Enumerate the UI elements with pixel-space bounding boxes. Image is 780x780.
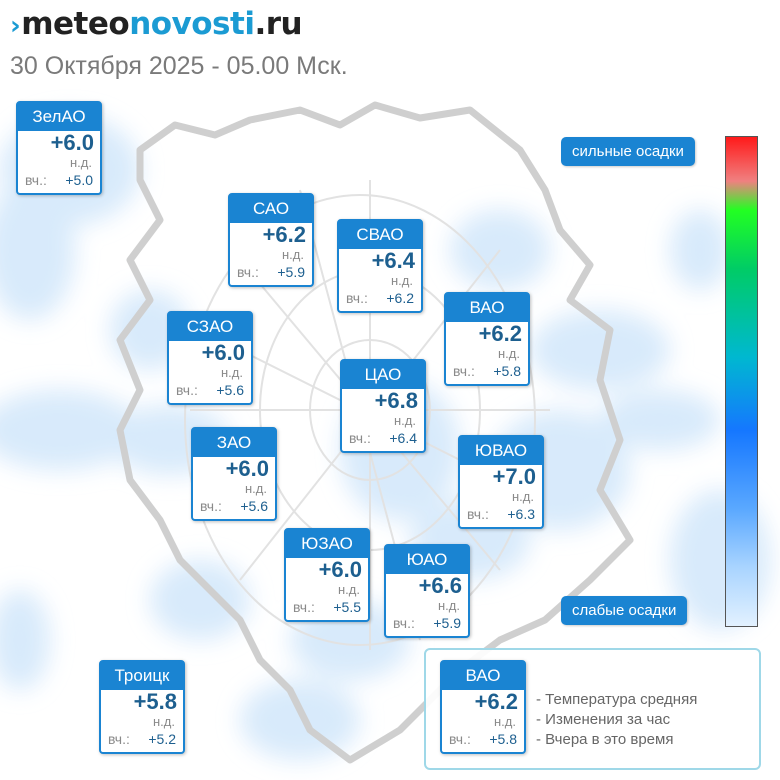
site-logo[interactable]: ›meteonovosti.ru xyxy=(10,6,303,42)
district-name: ЗАО xyxy=(193,429,275,457)
district-change: н.д. xyxy=(221,365,243,380)
district-change: н.д. xyxy=(498,346,520,361)
district-card-yuvao: ЮВАО +7.0 н.д. вч.: +6.3 xyxy=(458,435,544,529)
district-temp: +6.0 xyxy=(318,557,362,582)
district-name: ВАО xyxy=(446,294,528,322)
legend-line-change: - Изменения за час xyxy=(536,711,671,728)
district-card-cao: ЦАО +6.8 н.д. вч.: +6.4 xyxy=(340,359,426,453)
district-change: н.д. xyxy=(512,489,534,504)
district-name: Троицк xyxy=(101,662,183,690)
district-temp: +6.0 xyxy=(225,456,269,481)
legend-box: ВАО +6.2 н.д. вч.: +5.8 - Температура сре… xyxy=(424,648,761,770)
district-name: ВАО xyxy=(442,662,524,690)
district-card-svao: СВАО +6.4 н.д. вч.: +6.2 xyxy=(337,219,423,313)
district-temp: +6.4 xyxy=(371,248,415,273)
weak-precip-label: слабые осадки xyxy=(561,596,688,625)
district-card-zao: ЗАО +6.0 н.д. вч.: +5.6 xyxy=(191,427,277,521)
district-name: СВАО xyxy=(339,221,421,249)
district-change: н.д. xyxy=(391,273,413,288)
district-name: ЮЗАО xyxy=(286,530,368,558)
district-temp: +5.8 xyxy=(133,689,177,714)
district-yesterday: вч.: +5.6 xyxy=(176,382,244,398)
district-name: ЗелАО xyxy=(18,103,100,131)
district-card-sao: САО +6.2 н.д. вч.: +5.9 xyxy=(228,193,314,287)
district-temp: +6.8 xyxy=(374,388,418,413)
district-card-yuzao: ЮЗАО +6.0 н.д. вч.: +5.5 xyxy=(284,528,370,622)
district-temp: +6.2 xyxy=(474,689,518,714)
report-datetime: 30 Октября 2025 - 05.00 Мск. xyxy=(10,52,348,80)
district-change: н.д. xyxy=(245,481,267,496)
legend-descriptions: - Температура средняя - Изменения за час… xyxy=(536,690,697,750)
district-yesterday: вч.: +5.9 xyxy=(393,615,461,631)
district-change: н.д. xyxy=(153,714,175,729)
district-change: н.д. xyxy=(282,247,304,262)
district-name: ЦАО xyxy=(342,361,424,389)
district-card-troitsk: Троицк +5.8 н.д. вч.: +5.2 xyxy=(99,660,185,754)
district-temp: +6.0 xyxy=(50,130,94,155)
district-card-yuao: ЮАО +6.6 н.д. вч.: +5.9 xyxy=(384,544,470,638)
district-yesterday: вч.: +5.9 xyxy=(237,264,305,280)
district-yesterday: вч.: +5.0 xyxy=(25,172,93,188)
district-change: н.д. xyxy=(494,714,516,729)
district-change: н.д. xyxy=(338,582,360,597)
moscow-border xyxy=(116,101,634,764)
district-card-szao: СЗАО +6.0 н.д. вч.: +5.6 xyxy=(167,311,253,405)
district-temp: +6.0 xyxy=(201,340,245,365)
district-temp: +7.0 xyxy=(492,464,536,489)
district-change: н.д. xyxy=(70,155,92,170)
district-card-vao: ВАО +6.2 н.д. вч.: +5.8 xyxy=(444,292,530,386)
district-card-zelao: ЗелАО +6.0 н.д. вч.: +5.0 xyxy=(16,101,102,195)
strong-precip-label: сильные осадки xyxy=(561,137,695,166)
district-change: н.д. xyxy=(438,598,460,613)
district-yesterday: вч.: +5.5 xyxy=(293,599,361,615)
district-yesterday: вч.: +5.8 xyxy=(453,363,521,379)
legend-sample-card: ВАО +6.2 н.д. вч.: +5.8 xyxy=(440,660,526,754)
legend-line-temp: - Температура средняя xyxy=(536,691,698,708)
district-temp: +6.6 xyxy=(418,573,462,598)
district-name: ЮВАО xyxy=(460,437,542,465)
logo-mark-icon: › xyxy=(10,11,21,41)
district-yesterday: вч.: +6.3 xyxy=(467,506,535,522)
precipitation-scale-bar xyxy=(725,136,758,627)
district-yesterday: вч.: +5.6 xyxy=(200,498,268,514)
district-yesterday: вч.: +6.4 xyxy=(349,430,417,446)
district-temp: +6.2 xyxy=(478,321,522,346)
district-change: н.д. xyxy=(394,413,416,428)
district-temp: +6.2 xyxy=(262,222,306,247)
district-name: САО xyxy=(230,195,312,223)
district-yesterday: вч.: +5.2 xyxy=(108,731,176,747)
district-name: СЗАО xyxy=(169,313,251,341)
district-name: ЮАО xyxy=(386,546,468,574)
district-yesterday: вч.: +6.2 xyxy=(346,290,414,306)
district-yesterday: вч.: +5.8 xyxy=(449,731,517,747)
legend-line-yesterday: - Вчера в это время xyxy=(536,731,674,748)
